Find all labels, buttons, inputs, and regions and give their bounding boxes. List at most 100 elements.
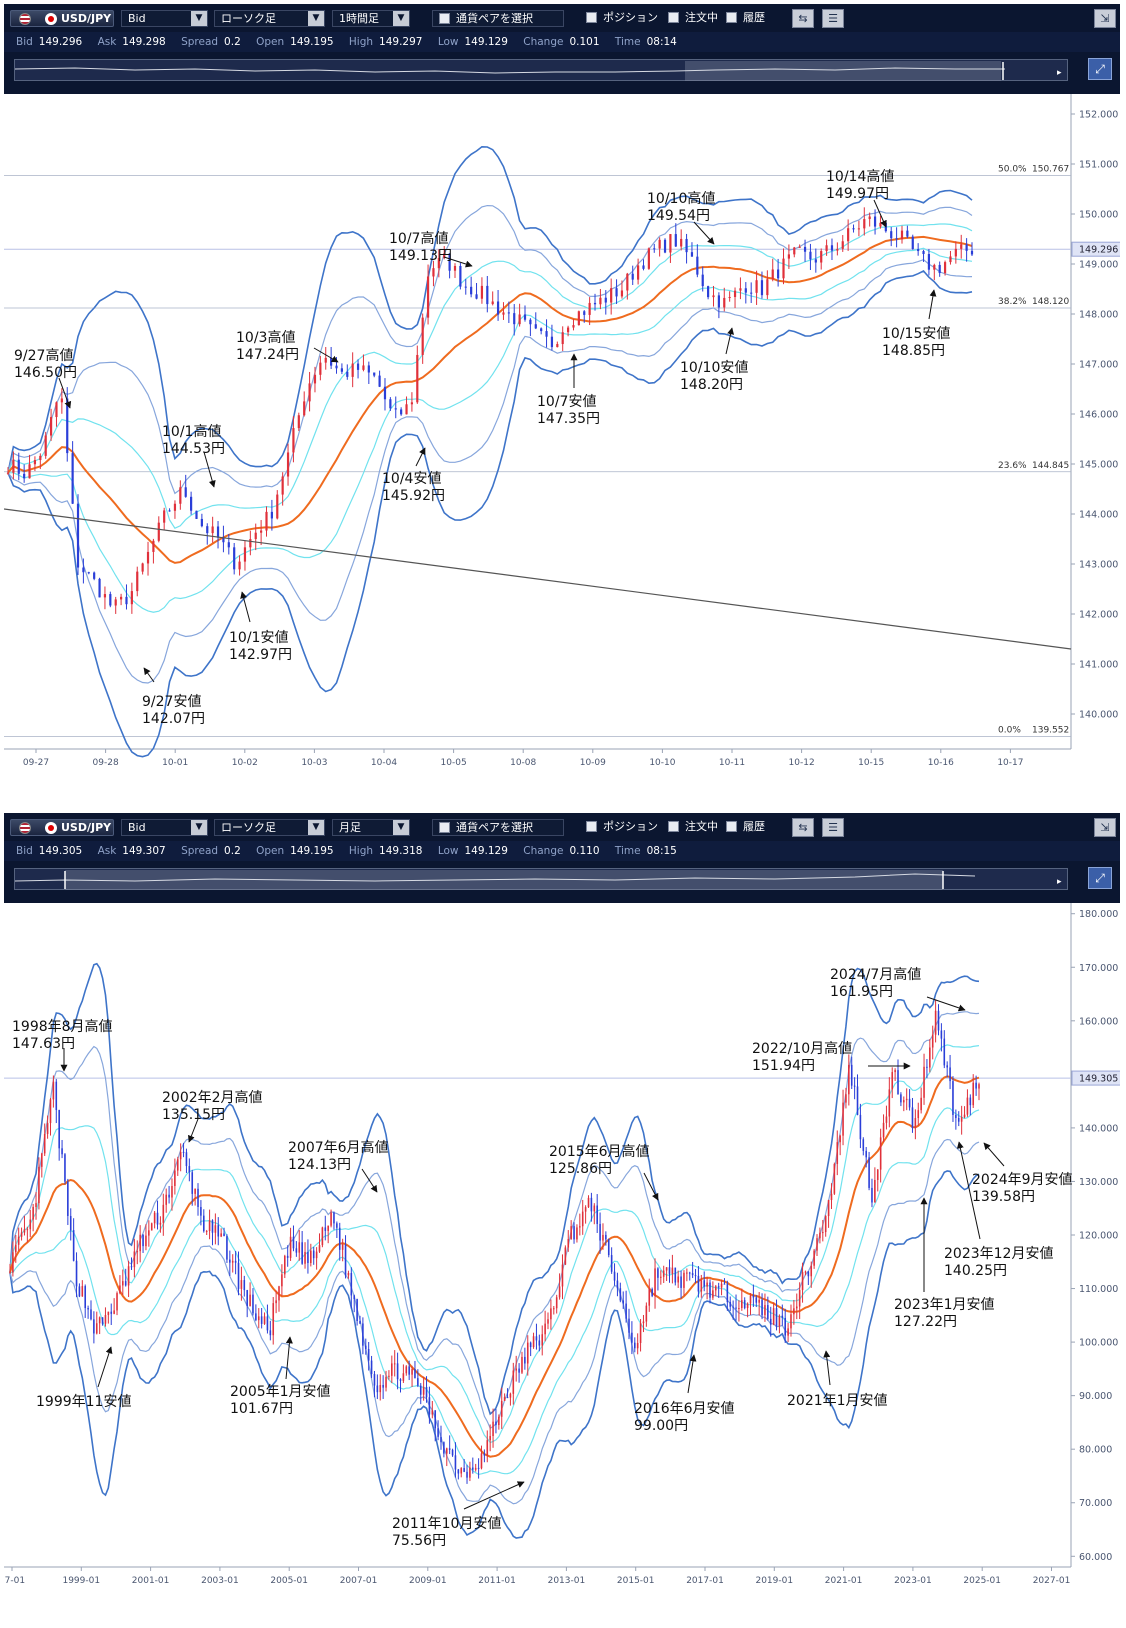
checkbox-icon[interactable] (586, 821, 597, 832)
candle-body (890, 231, 893, 239)
timeframe-select[interactable]: 月足 ▼ (332, 819, 410, 836)
candle-body (552, 1308, 555, 1310)
candle-body (938, 264, 941, 274)
candle-body (408, 1366, 410, 1375)
collapse-icon[interactable]: ⇲ (1094, 818, 1116, 837)
candle-body (599, 297, 602, 305)
position-toggle[interactable]: ポジション (586, 819, 658, 836)
candle-body (906, 230, 909, 237)
chart-settings-icon[interactable]: ⇆ (792, 818, 814, 837)
history-toggle[interactable]: 履歴 (726, 819, 765, 836)
price-info-bar: Bid 149.305 Ask 149.307 Spread 0.2 Open 149.… (4, 841, 1120, 861)
chevron-down-icon[interactable]: ▼ (308, 820, 324, 835)
checkbox-icon[interactable] (726, 821, 737, 832)
checkbox-icon[interactable] (726, 12, 737, 23)
bollinger-lower-band (8, 247, 973, 613)
candle-body (133, 1251, 136, 1268)
position-toggle[interactable]: ポジション (586, 10, 658, 27)
currency-pair-button[interactable]: USD/JPY (10, 819, 114, 836)
bid-label: Bid (16, 36, 33, 48)
chevron-down-icon[interactable]: ▼ (191, 11, 207, 26)
candle-body (911, 1107, 914, 1129)
chart-settings-icon[interactable]: ⇆ (792, 9, 814, 28)
candle-body (628, 1318, 630, 1333)
annotation-price: 101.67円 (230, 1401, 293, 1417)
candle-body (507, 312, 510, 314)
candle-body (252, 1294, 254, 1314)
candle-body (573, 1226, 575, 1240)
candle-body (411, 1369, 413, 1375)
indicator-list-icon[interactable]: ☰ (822, 9, 844, 28)
candle-body (119, 1285, 121, 1294)
expand-icon[interactable]: ⤢ (1088, 867, 1112, 889)
candle-body (463, 1468, 465, 1472)
candle-body (101, 1317, 104, 1324)
candle-body (599, 1223, 601, 1241)
candle-body (69, 1215, 72, 1231)
candle-body (917, 249, 920, 252)
candle-body (970, 250, 974, 255)
chevron-down-icon[interactable]: ▼ (308, 11, 324, 26)
orders-toggle[interactable]: 注文中 (668, 819, 718, 836)
candle-body (863, 219, 866, 229)
checkbox-icon[interactable] (668, 12, 679, 23)
chart-type-select[interactable]: ローソク足 ▼ (214, 819, 325, 836)
history-toggle[interactable]: 履歴 (726, 10, 765, 27)
candle-body (830, 245, 834, 251)
collapse-icon[interactable]: ⇲ (1094, 9, 1116, 28)
x-tick-label: 10-17 (997, 758, 1023, 768)
candle-body (929, 1047, 931, 1068)
candle-body (71, 453, 74, 504)
chevron-down-icon[interactable]: ▼ (393, 11, 409, 26)
chevron-down-icon[interactable]: ▼ (191, 820, 207, 835)
candle-body (260, 530, 263, 533)
candle-body (223, 1233, 225, 1237)
currency-pair-button[interactable]: USD/JPY (10, 10, 114, 27)
annotation-label: 2011年10月安値 (392, 1516, 501, 1532)
pair-select-button[interactable]: 通貨ペアを選択 (432, 10, 564, 27)
candle-body (720, 1283, 723, 1288)
candle-body (509, 1393, 512, 1398)
candle-body (203, 1215, 205, 1232)
candle-body (686, 1272, 688, 1274)
candle-body (749, 1295, 752, 1304)
annotation-label: 10/1高値 (162, 423, 221, 440)
price-info-bar: Bid 149.296 Ask 149.298 Spread 0.2 Open 149.… (4, 32, 1120, 52)
candle-body (897, 1070, 899, 1095)
candle-body (194, 1188, 196, 1194)
candle-body (879, 222, 882, 227)
price-type-select[interactable]: Bid ▼ (121, 10, 208, 27)
navigator-scrollbar[interactable]: ▸ (14, 59, 1068, 81)
navigator-window (685, 61, 1001, 81)
indicator-list-icon[interactable]: ☰ (822, 818, 844, 837)
checkbox-icon[interactable] (586, 12, 597, 23)
ask-value: 149.307 (122, 845, 166, 857)
candle-body (755, 1297, 758, 1303)
candle-body (58, 1110, 60, 1149)
candle-body (647, 248, 650, 269)
navigator-scrollbar[interactable]: ▸ (14, 868, 1068, 890)
candle-body (954, 248, 957, 257)
price-type-select[interactable]: Bid ▼ (121, 819, 208, 836)
hourly-candlestick-chart: 152.000 151.000 150.000 149.000 148.000 147.0… (4, 94, 1120, 768)
x-tick-label: 09-28 (93, 758, 119, 768)
candle-body (963, 1114, 966, 1118)
chevron-down-icon[interactable]: ▼ (393, 820, 409, 835)
timeframe-select[interactable]: 1時間足 ▼ (332, 10, 410, 27)
expand-icon[interactable]: ⤢ (1088, 58, 1112, 80)
candle-body (830, 1193, 833, 1201)
candle-body (615, 288, 618, 297)
annotation-price: 125.86円 (549, 1161, 612, 1177)
candle-body (859, 1114, 862, 1140)
orders-toggle[interactable]: 注文中 (668, 10, 718, 27)
candle-body (696, 256, 699, 275)
candle-body (263, 1316, 266, 1324)
candle-body (570, 1226, 572, 1240)
candle-body (513, 313, 516, 325)
chart-type-select[interactable]: ローソク足 ▼ (214, 10, 325, 27)
candle-body (448, 253, 451, 271)
candle-body (431, 1410, 434, 1415)
candle-body (960, 244, 963, 249)
checkbox-icon[interactable] (668, 821, 679, 832)
pair-select-button[interactable]: 通貨ペアを選択 (432, 819, 564, 836)
